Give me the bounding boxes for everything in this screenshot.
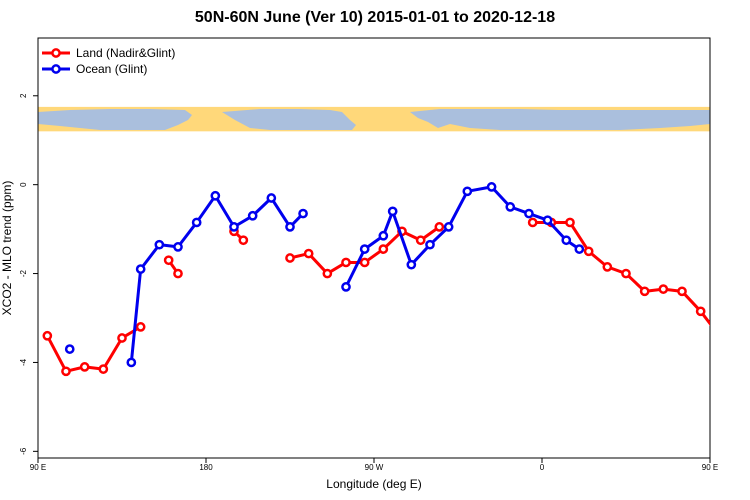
data-point: [247, 210, 258, 221]
data-point: [716, 332, 723, 339]
data-point: [378, 230, 389, 241]
world-map-strip: [38, 106, 710, 132]
map-land-alaska-canada: [222, 109, 356, 130]
x-tick-label: 90 W: [365, 463, 384, 472]
data-point: [583, 246, 594, 257]
data-point: [602, 262, 613, 272]
data-point: [486, 182, 497, 192]
data-point: [387, 206, 398, 217]
legend-item: Ocean (Glint): [42, 62, 147, 76]
y-tick-label: 0: [19, 182, 28, 187]
series-line: [532, 220, 710, 327]
data-point: [154, 239, 165, 250]
data-point: [173, 268, 183, 279]
data-point: [561, 235, 572, 246]
data-point: [434, 222, 445, 232]
series-ocean: [64, 182, 745, 368]
data-point: [524, 208, 534, 219]
data-point: [117, 333, 127, 343]
data-point: [64, 344, 75, 354]
data-point: [238, 235, 249, 246]
legend-item: Land (Nadir&Glint): [42, 46, 175, 60]
x-tick-label: 180: [199, 463, 213, 472]
series-line: [129, 194, 305, 363]
chart-title: 50N-60N June (Ver 10) 2015-01-01 to 2020…: [194, 9, 556, 26]
data-point: [341, 257, 351, 268]
data-point: [639, 286, 650, 297]
x-axis-label: Longitude (deg E): [326, 477, 421, 491]
data-point: [135, 322, 146, 332]
data-point: [98, 364, 109, 374]
data-point: [42, 330, 53, 341]
series-land: [42, 217, 741, 377]
data-point: [285, 253, 295, 263]
series-layer: [42, 182, 745, 377]
data-point: [79, 362, 90, 372]
data-point: [359, 257, 370, 268]
y-tick-label: -2: [19, 269, 28, 277]
data-point: [425, 239, 435, 250]
data-point: [173, 242, 183, 252]
map-land-europe: [410, 109, 710, 130]
data-point: [505, 202, 516, 212]
legend-label: Land (Nadir&Glint): [76, 46, 175, 60]
data-point: [527, 217, 538, 228]
legend: Land (Nadir&Glint) Ocean (Glint): [42, 46, 175, 76]
legend-marker: [51, 64, 61, 74]
data-point: [322, 268, 333, 279]
data-point: [191, 217, 202, 228]
data-point: [285, 222, 295, 232]
data-point: [462, 186, 473, 197]
series-line: [46, 325, 142, 373]
data-point: [406, 259, 417, 270]
data-point: [303, 248, 314, 259]
data-point: [378, 244, 389, 254]
data-point: [658, 284, 669, 294]
data-point: [61, 366, 71, 377]
legend-marker: [51, 48, 61, 58]
y-tick-label: -6: [19, 447, 28, 455]
data-point: [443, 222, 454, 232]
data-point: [565, 217, 575, 228]
map-land-asia: [38, 109, 192, 130]
data-point: [695, 306, 706, 317]
data-point: [163, 255, 174, 266]
data-point: [677, 286, 687, 297]
data-point: [574, 244, 585, 254]
y-tick-label: -4: [19, 358, 28, 366]
data-point: [135, 264, 146, 274]
plot-frame: [37, 37, 711, 459]
axes: 90 E 180 90 W 0 90 E-6-4-202: [19, 93, 718, 472]
data-point: [621, 268, 631, 279]
data-point: [126, 357, 137, 368]
x-tick-label: 90 E: [702, 463, 718, 472]
data-point: [229, 222, 239, 232]
legend-label: Ocean (Glint): [76, 62, 147, 76]
data-point: [415, 235, 426, 246]
data-point: [542, 215, 553, 226]
data-point: [738, 346, 745, 353]
x-tick-label: 90 E: [30, 463, 46, 472]
data-point: [359, 244, 370, 254]
data-point: [734, 368, 741, 375]
x-tick-label: 0: [540, 463, 545, 472]
y-tick-label: 2: [19, 93, 28, 98]
data-point: [266, 193, 277, 203]
y-axis-label: XCO2 - MLO trend (ppm): [0, 181, 14, 316]
data-point: [298, 208, 308, 219]
data-point: [210, 190, 221, 201]
data-point: [341, 282, 351, 292]
